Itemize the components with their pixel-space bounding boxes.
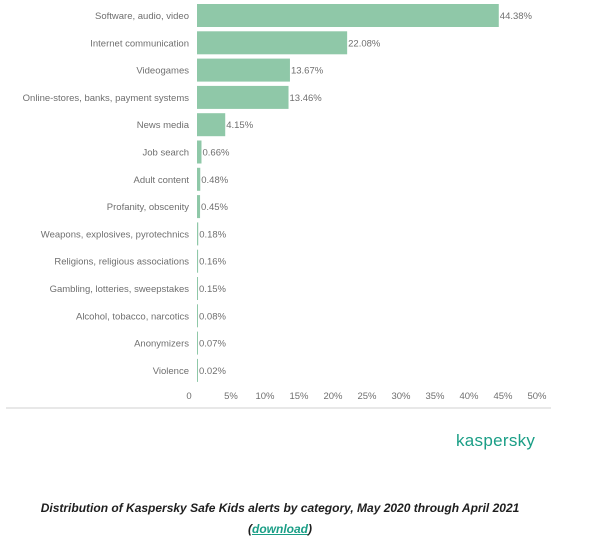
bar	[197, 331, 198, 355]
category-label: Alcohol, tobacco, narcotics	[76, 311, 189, 322]
data-label: 13.46%	[290, 93, 323, 104]
data-label: 44.38%	[500, 11, 533, 22]
category-label: Online-stores, banks, payment systems	[23, 93, 190, 104]
category-label: Adult content	[134, 175, 190, 186]
x-tick-label: 40%	[459, 391, 479, 402]
x-tick-label: 20%	[323, 391, 343, 402]
data-label: 0.45%	[201, 202, 228, 213]
caption-link-open: (	[248, 522, 252, 536]
bar	[197, 249, 199, 273]
data-label: 13.67%	[291, 66, 324, 77]
kaspersky-logo: kaspersky	[456, 431, 536, 450]
category-label: Profanity, obscenity	[107, 202, 189, 213]
x-tick-label: 0	[186, 391, 191, 402]
category-label: Weapons, explosives, pyrotechnics	[41, 229, 189, 240]
bar	[197, 140, 202, 164]
x-tick-label: 35%	[425, 391, 445, 402]
x-tick-label: 10%	[255, 391, 275, 402]
bar	[197, 304, 198, 328]
category-label: Gambling, lotteries, sweepstakes	[50, 284, 190, 295]
category-label: Videogames	[136, 66, 189, 77]
bar	[197, 31, 348, 55]
bars-layer: Software, audio, video 44.38% Internet com…	[23, 4, 533, 382]
data-label: 0.15%	[199, 284, 226, 295]
category-label: Anonymizers	[134, 339, 189, 350]
category-label: Violence	[153, 366, 189, 377]
caption-link-close: )	[308, 522, 312, 536]
bar	[197, 358, 198, 382]
data-label: 4.15%	[226, 120, 253, 131]
data-label: 0.66%	[202, 148, 229, 159]
figure-caption: Distribution of Kaspersky Safe Kids aler…	[0, 498, 560, 540]
data-label: 0.07%	[199, 339, 226, 350]
category-label: Software, audio, video	[95, 11, 189, 22]
bar	[197, 85, 289, 109]
x-tick-label: 50%	[527, 391, 547, 402]
bar	[197, 113, 226, 137]
data-label: 0.18%	[199, 229, 226, 240]
x-tick-label: 45%	[493, 391, 513, 402]
category-label: Religions, religious associations	[54, 257, 189, 268]
data-label: 22.08%	[348, 38, 381, 49]
category-label: Job search	[143, 148, 189, 159]
bar	[197, 167, 201, 191]
caption-text: Distribution of Kaspersky Safe Kids aler…	[40, 501, 520, 515]
x-tick-label: 5%	[224, 391, 238, 402]
x-tick-label: 15%	[289, 391, 309, 402]
bar	[197, 4, 499, 27]
bar	[197, 222, 199, 246]
category-label: News media	[137, 120, 190, 131]
data-label: 0.48%	[201, 175, 228, 186]
bar-chart: Software, audio, video 44.38% Internet com…	[6, 4, 551, 409]
bar	[197, 195, 201, 219]
bar	[197, 277, 199, 300]
x-tick-label: 30%	[391, 391, 411, 402]
x-tick-label: 25%	[357, 391, 377, 402]
data-label: 0.16%	[199, 257, 226, 268]
download-link[interactable]: download	[252, 522, 308, 536]
x-axis-ticks: 0 5% 10% 15% 20% 25% 30% 35% 40% 45% 50%	[186, 391, 547, 402]
bar	[197, 58, 290, 82]
category-label: Internet communication	[90, 38, 189, 49]
data-label: 0.02%	[199, 366, 226, 377]
data-label: 0.08%	[199, 311, 226, 322]
